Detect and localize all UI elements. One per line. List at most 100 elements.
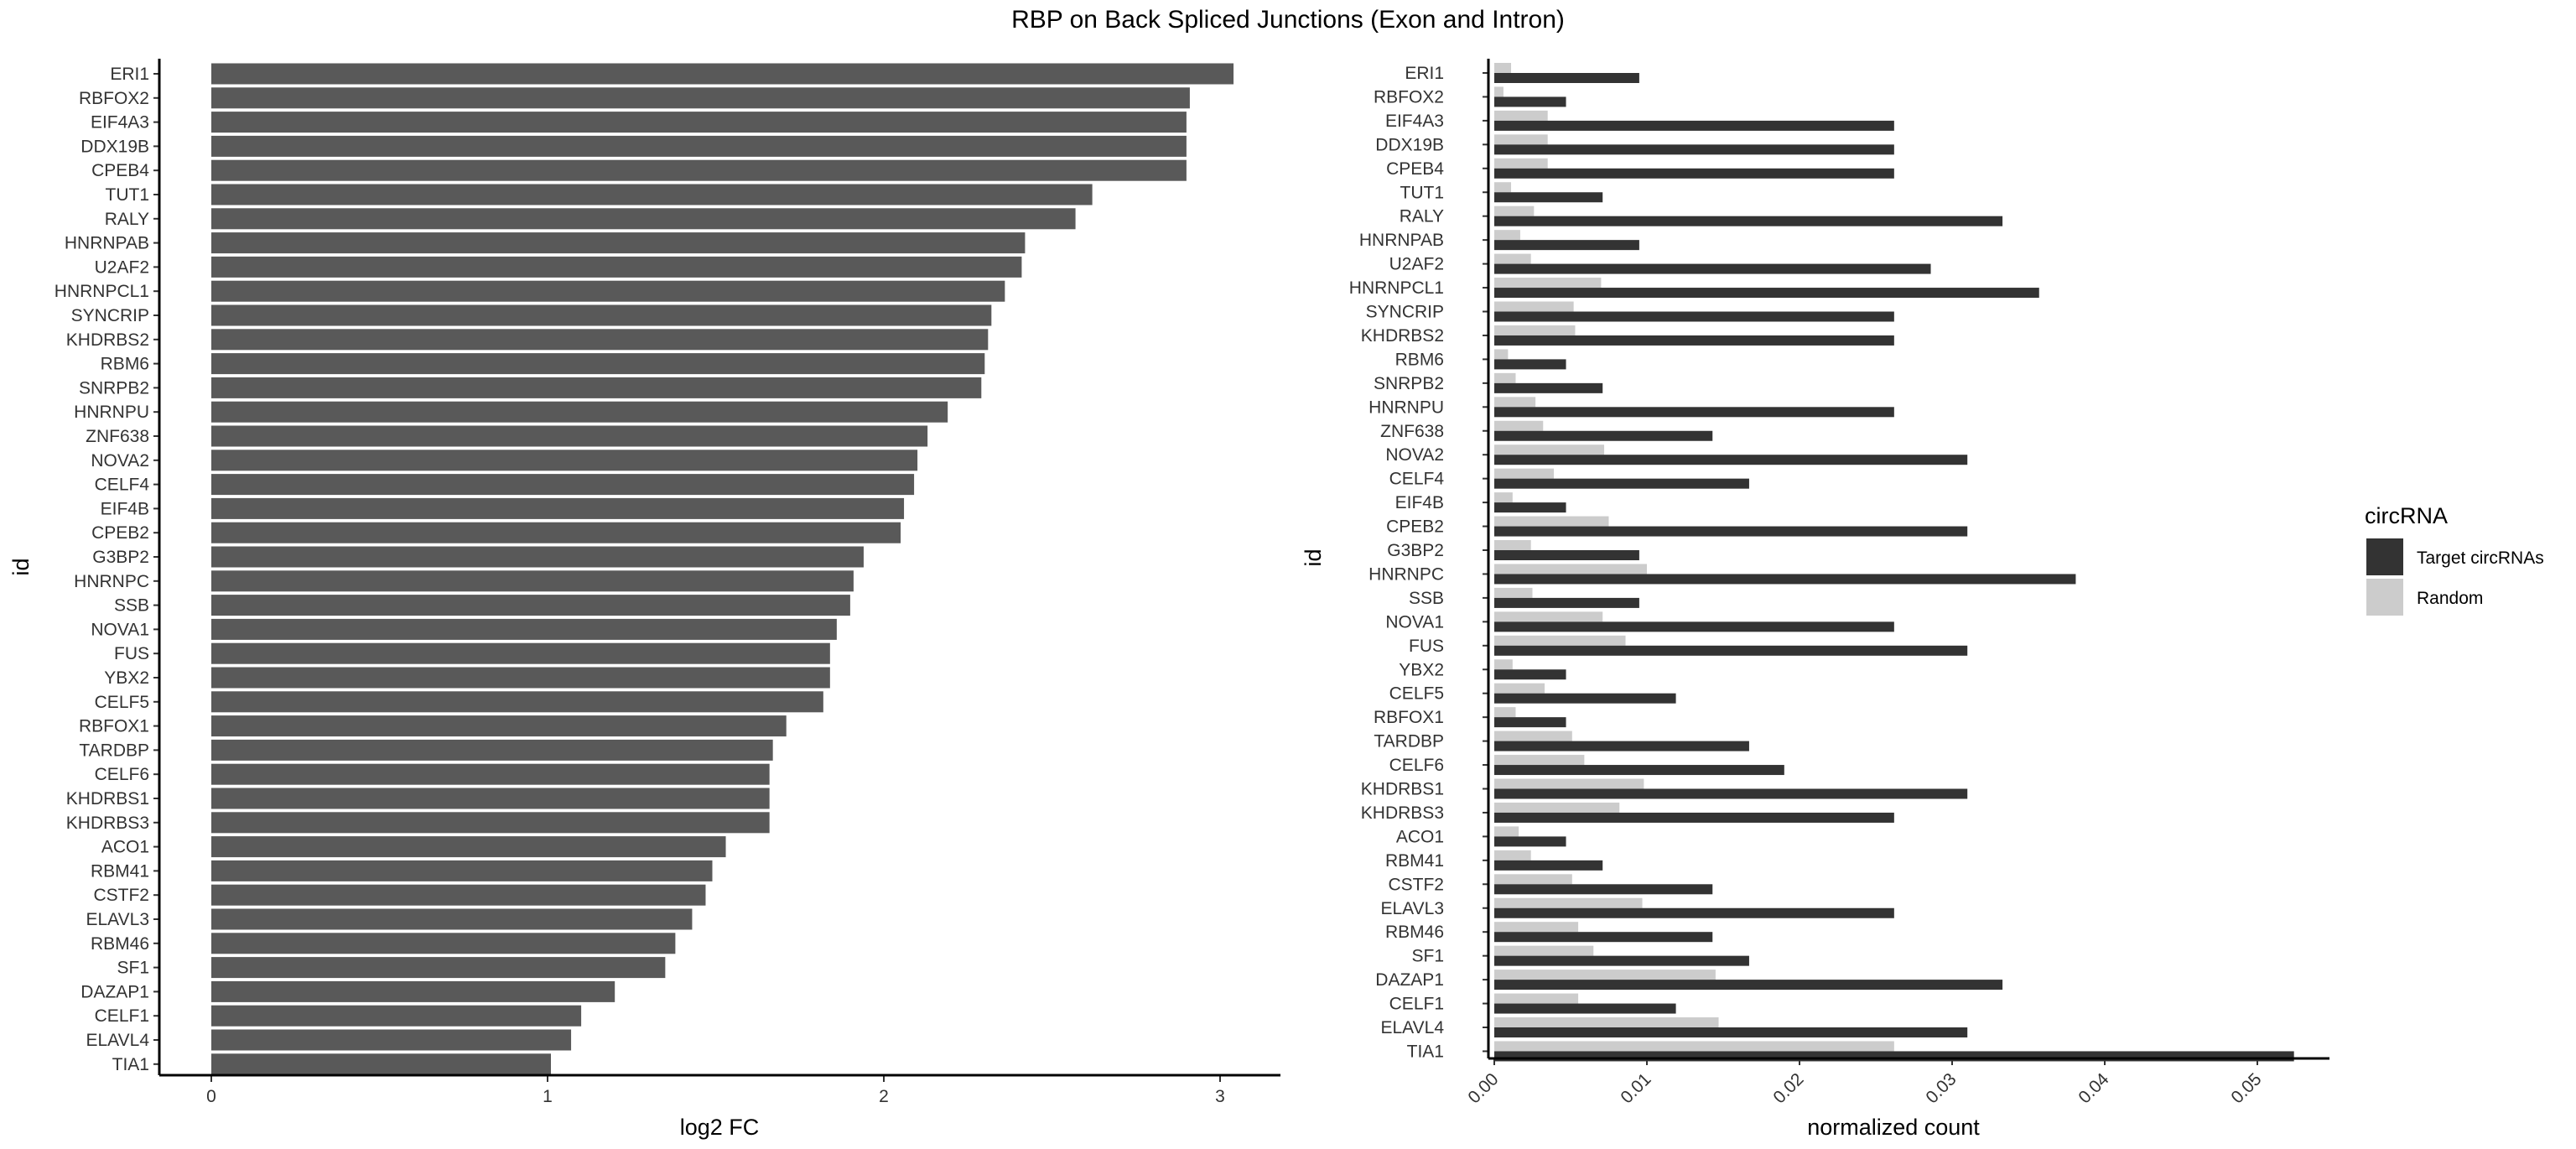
- bar-random-rbm46: [1494, 922, 1579, 933]
- bar-elavl4: [211, 1029, 572, 1051]
- legend-key-target: [2366, 538, 2403, 575]
- y-tick-label: KHDRBS2: [66, 330, 149, 350]
- bar-target-nova2: [1494, 455, 1968, 465]
- bar-random-ssb: [1494, 587, 1533, 598]
- bar-target-syncrip: [1494, 311, 1894, 322]
- y-tick-label: SNRPB2: [79, 378, 149, 398]
- bar-g3bp2: [211, 546, 864, 568]
- bar-nova2: [211, 450, 918, 471]
- bar-tut1: [211, 184, 1093, 205]
- bar-target-fus: [1494, 645, 1968, 656]
- y-tick-label: ACO1: [1396, 827, 1444, 846]
- bar-random-elavl4: [1494, 1017, 1719, 1027]
- bar-target-g3bp2: [1494, 550, 1639, 560]
- bar-target-hnrnpc: [1494, 574, 2076, 585]
- bar-random-znf638: [1494, 420, 1544, 431]
- left-panel: ERI1 RBFOX2 EIF4A3 DDX19B CPEB4 TUT1 RALY HNRNP…: [8, 59, 1280, 1140]
- bar-celf6: [211, 763, 770, 785]
- y-tick-label: CELF5: [95, 693, 149, 712]
- bar-ybx2: [211, 667, 830, 689]
- legend: circRNA Target circRNAs Random: [2365, 503, 2544, 616]
- y-tick-label: CSTF2: [93, 886, 149, 905]
- y-tick-label: HNRNPAB: [1359, 231, 1444, 250]
- bar-target-raly: [1494, 216, 2003, 226]
- y-tick-label: RBFOX2: [1374, 87, 1444, 107]
- bar-random-khdrbs2: [1494, 325, 1576, 335]
- bar-target-sf1: [1494, 955, 1749, 966]
- bar-celf4: [211, 474, 915, 496]
- y-tick-label: SSB: [114, 596, 149, 616]
- y-tick-label: TIA1: [112, 1055, 149, 1074]
- bar-random-cstf2: [1494, 874, 1572, 885]
- bar-hnrnpcl1: [211, 280, 1005, 302]
- bar-target-rbfox1: [1494, 717, 1566, 728]
- x-tick-label: 0.00: [1464, 1069, 1502, 1107]
- bar-random-khdrbs1: [1494, 778, 1644, 789]
- y-tick-label: KHDRBS1: [1361, 780, 1444, 799]
- x-tick-label: 2: [879, 1087, 889, 1106]
- bar-target-khdrbs2: [1494, 335, 1894, 346]
- bar-random-ddx19b: [1494, 134, 1548, 145]
- bar-target-cpeb4: [1494, 168, 1894, 179]
- bar-target-cstf2: [1494, 884, 1713, 895]
- y-tick-label: HNRNPCL1: [55, 282, 149, 301]
- bar-target-celf4: [1494, 478, 1749, 489]
- y-tick-label: DDX19B: [80, 137, 149, 156]
- y-tick-label: CELF5: [1389, 684, 1444, 704]
- bar-cpeb4: [211, 159, 1187, 181]
- bar-random-tut1: [1494, 182, 1512, 193]
- y-tick-label: CELF6: [1389, 756, 1444, 775]
- y-tick-label: G3BP2: [92, 548, 149, 567]
- y-tick-label: RBFOX1: [79, 717, 149, 736]
- y-tick-label: KHDRBS3: [66, 814, 149, 833]
- y-tick-label: EIF4A3: [91, 113, 149, 133]
- bar-target-znf638: [1494, 430, 1713, 441]
- bar-rbm46: [211, 933, 676, 954]
- y-tick-label: DAZAP1: [1375, 970, 1444, 990]
- y-tick-label: SYNCRIP: [1366, 303, 1444, 322]
- bar-tardbp: [211, 739, 773, 761]
- bar-random-fus: [1494, 635, 1626, 646]
- bar-target-elavl4: [1494, 1027, 1968, 1037]
- y-tick-label: ACO1: [101, 838, 149, 857]
- bar-random-tia1: [1494, 1041, 1894, 1052]
- bar-random-rbfox1: [1494, 707, 1516, 718]
- bar-target-tardbp: [1494, 741, 1749, 751]
- bar-random-nova2: [1494, 445, 1605, 455]
- y-tick-label: ELAVL3: [1381, 899, 1445, 918]
- bar-target-celf6: [1494, 765, 1784, 776]
- bar-ssb: [211, 595, 850, 616]
- bar-target-rbfox2: [1494, 96, 1566, 107]
- bar-target-celf5: [1494, 693, 1676, 704]
- y-tick-label: SNRPB2: [1374, 374, 1444, 393]
- bar-random-celf5: [1494, 683, 1545, 694]
- bar-random-celf6: [1494, 755, 1585, 766]
- chart-title: RBP on Back Spliced Junctions (Exon and …: [1011, 6, 1565, 34]
- y-tick-label: TIA1: [1407, 1042, 1444, 1061]
- bar-rbm6: [211, 353, 985, 375]
- y-tick-label: U2AF2: [1389, 255, 1444, 274]
- right-panel: ERI1 RBFOX2 EIF4A3 DDX19B CPEB4 TUT1 RALY HNRNP…: [1301, 59, 2329, 1140]
- bar-random-sf1: [1494, 945, 1594, 956]
- bar-target-khdrbs3: [1494, 812, 1894, 823]
- bar-random-cpeb4: [1494, 158, 1548, 169]
- y-tick-label: TUT1: [1400, 183, 1445, 202]
- y-tick-label: RALY: [1400, 207, 1444, 226]
- y-tick-label: CPEB2: [1386, 517, 1444, 537]
- y-tick-label: SF1: [1411, 947, 1444, 966]
- bar-random-eif4b: [1494, 492, 1513, 503]
- y-tick-label: NOVA1: [91, 620, 149, 639]
- bar-eif4b: [211, 497, 905, 519]
- y-tick-label: ZNF638: [86, 427, 149, 446]
- bar-random-khdrbs3: [1494, 802, 1620, 813]
- bar-eri1: [211, 63, 1234, 85]
- bar-target-khdrbs1: [1494, 788, 1968, 799]
- bar-celf5: [211, 691, 823, 713]
- left-y-axis-title: id: [8, 558, 34, 575]
- bar-syncrip: [211, 304, 992, 326]
- y-tick-label: EIF4B: [1395, 493, 1444, 512]
- y-tick-label: SYNCRIP: [71, 306, 149, 325]
- y-tick-label: TARDBP: [79, 741, 149, 760]
- bar-rbm41: [211, 860, 713, 881]
